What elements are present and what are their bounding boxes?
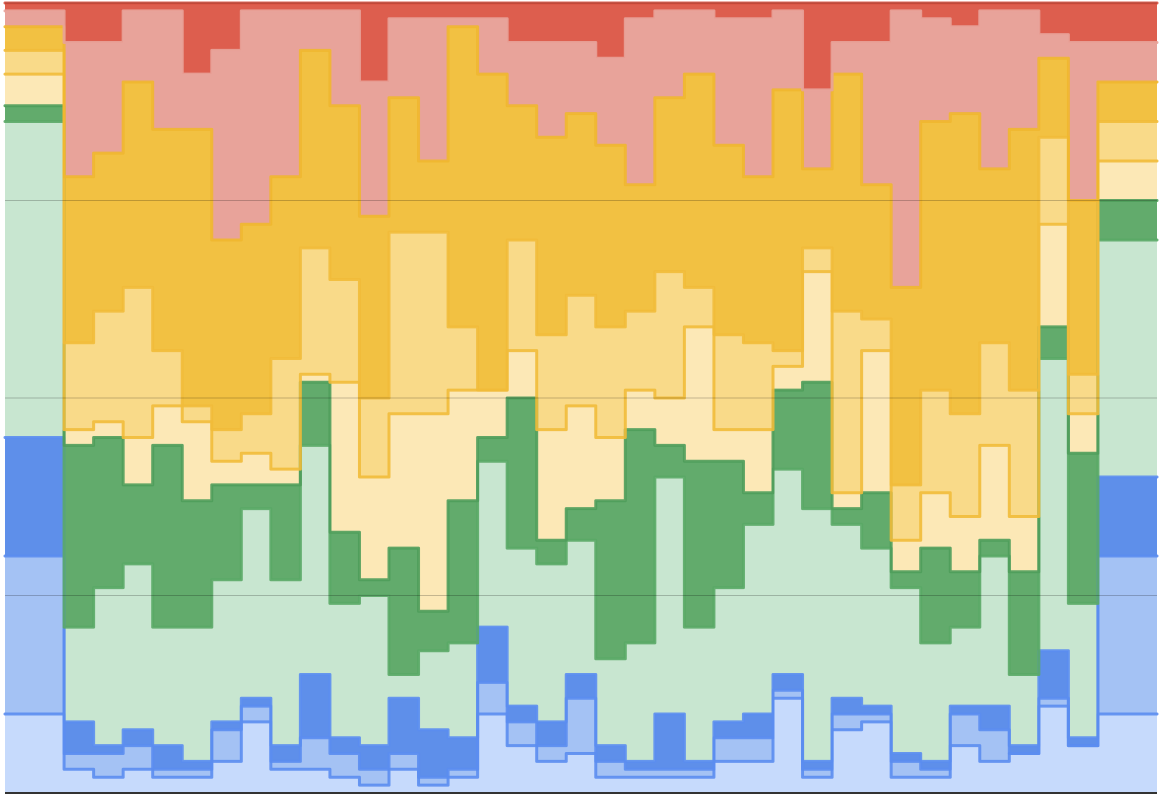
area-outlines	[3, 1, 1159, 787]
series-outline	[3, 9, 1159, 92]
series-area	[5, 556, 1157, 786]
series-outline	[3, 25, 1159, 289]
series-outline	[3, 120, 1159, 676]
series-area	[5, 3, 1157, 90]
series-area	[5, 10, 1157, 288]
series-outline	[3, 104, 1159, 613]
series-outline	[3, 436, 1159, 763]
series-outline	[3, 72, 1159, 542]
series-area	[5, 105, 1157, 675]
series-area	[5, 121, 1157, 762]
series-outline	[3, 48, 1159, 487]
series-area	[5, 26, 1157, 485]
series-area	[5, 74, 1157, 612]
